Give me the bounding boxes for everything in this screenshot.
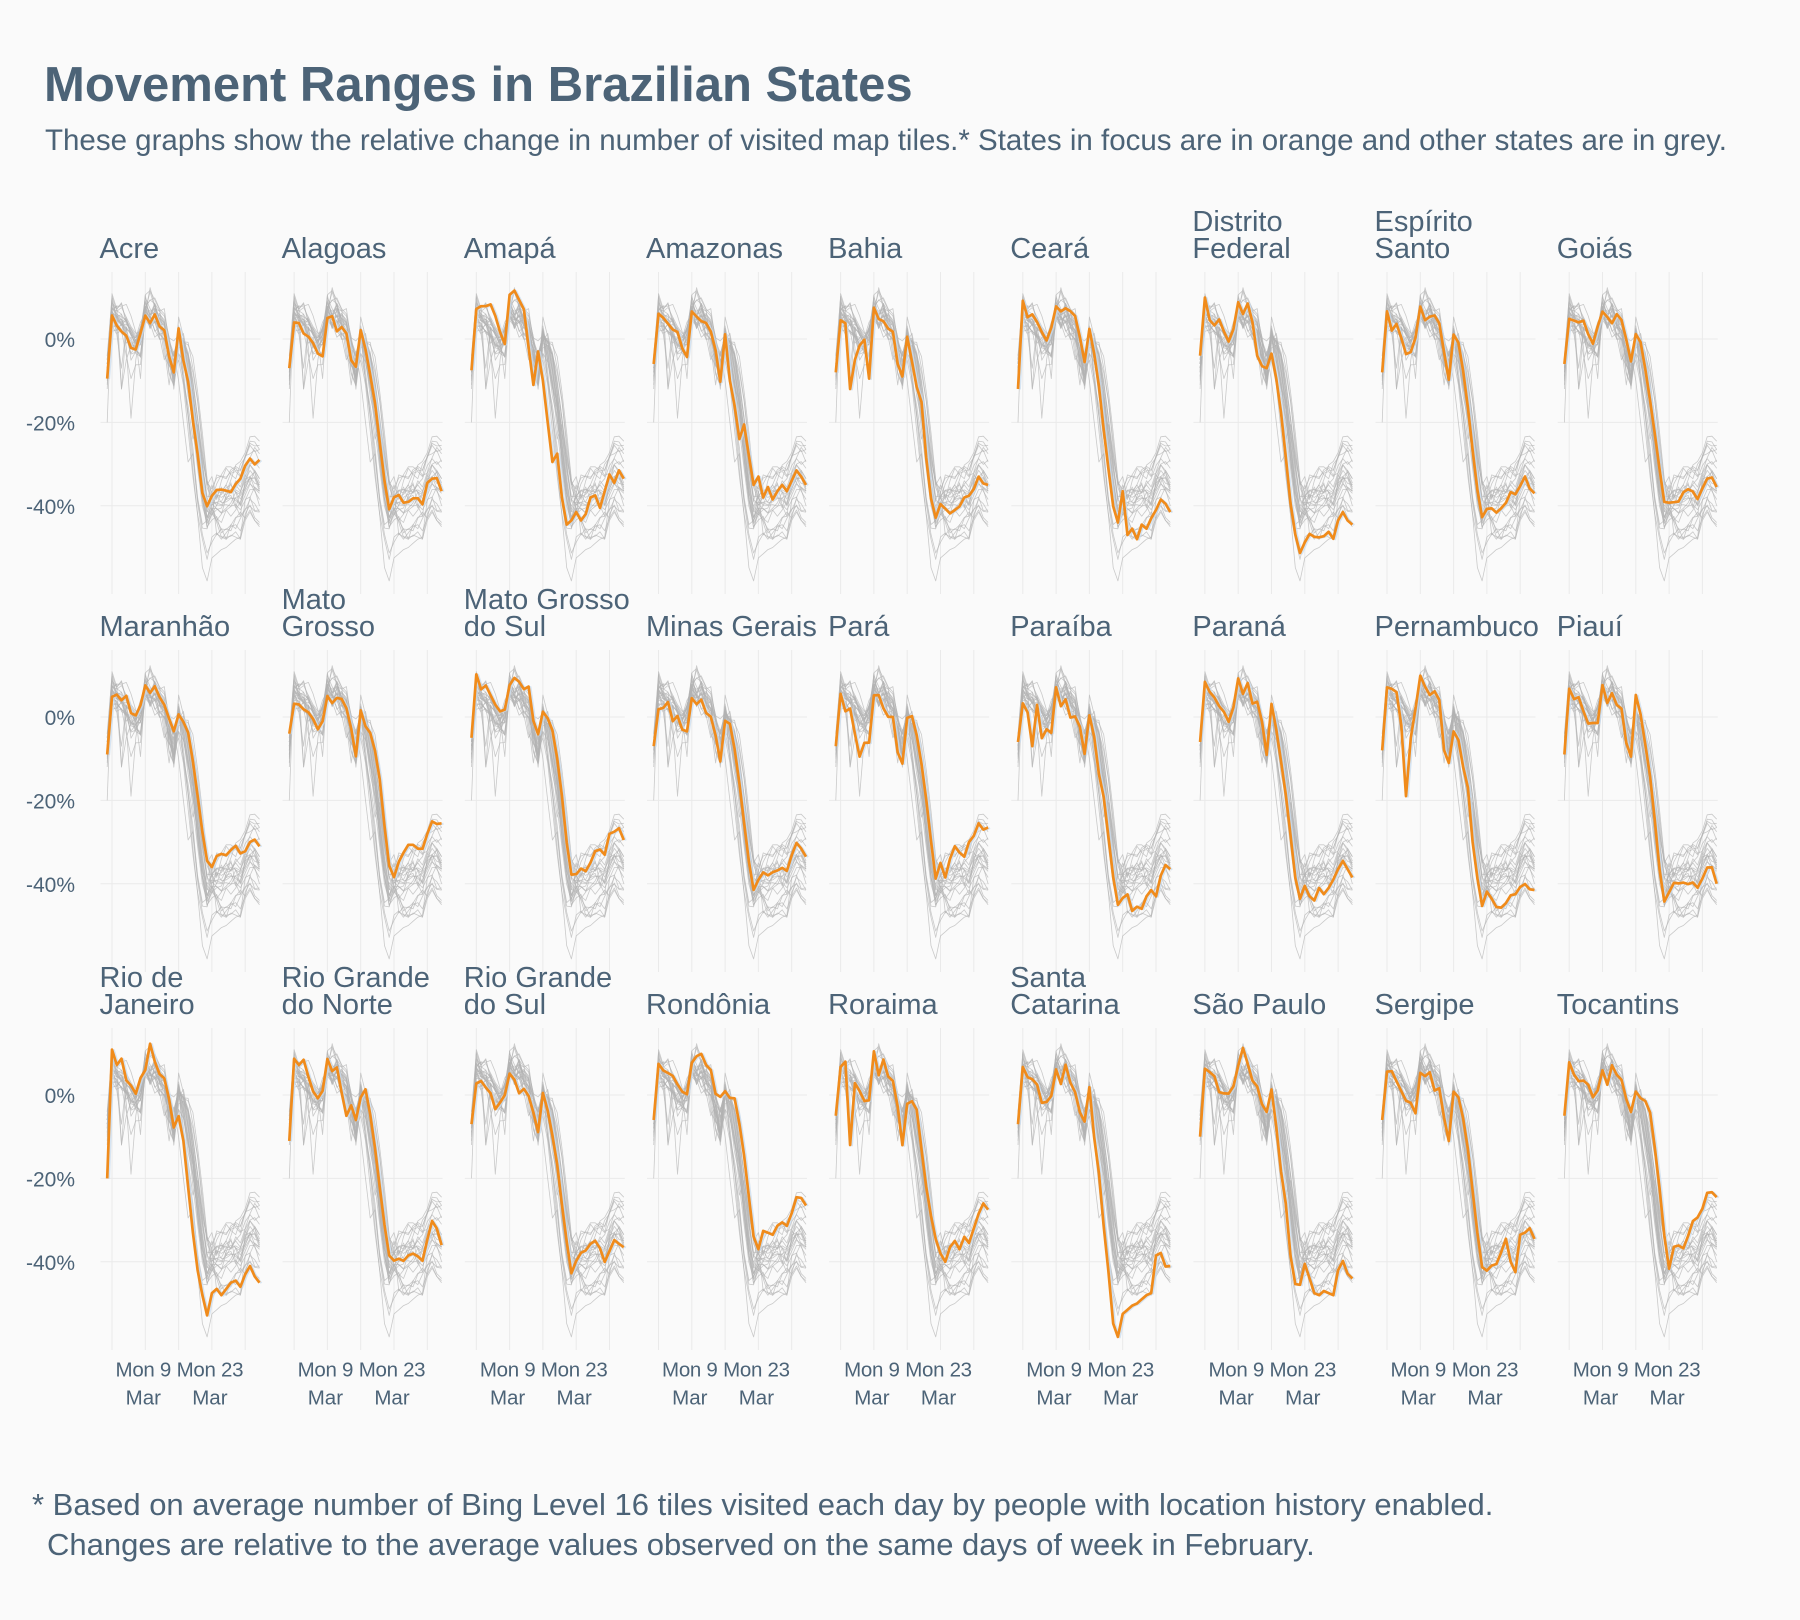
svg-text:Rondônia: Rondônia xyxy=(646,989,771,1021)
svg-text:Mon 23: Mon 23 xyxy=(177,1359,244,1382)
svg-text:Mar: Mar xyxy=(1649,1387,1684,1410)
svg-text:Mon 9: Mon 9 xyxy=(662,1359,717,1382)
svg-text:Mato: Mato xyxy=(282,584,346,616)
svg-text:These graphs show the relative: These graphs show the relative change in… xyxy=(45,124,1727,157)
svg-text:Pará: Pará xyxy=(828,611,890,643)
svg-text:-40%: -40% xyxy=(26,1252,75,1275)
svg-text:Tocantins: Tocantins xyxy=(1557,989,1680,1021)
svg-text:Mar: Mar xyxy=(308,1387,343,1410)
svg-text:Amapá: Amapá xyxy=(464,233,557,265)
svg-text:Mar: Mar xyxy=(1467,1387,1502,1410)
svg-text:Movement Ranges in Brazilian S: Movement Ranges in Brazilian States xyxy=(44,58,913,112)
svg-text:Mon 9: Mon 9 xyxy=(298,1359,353,1382)
svg-text:Grosso: Grosso xyxy=(282,611,375,643)
svg-text:0%: 0% xyxy=(45,329,75,352)
svg-text:* Based on average number of B: * Based on average number of Bing Level … xyxy=(32,1487,1493,1522)
svg-text:Sergipe: Sergipe xyxy=(1375,989,1475,1021)
svg-text:Mar: Mar xyxy=(739,1387,774,1410)
svg-text:Mar: Mar xyxy=(490,1387,525,1410)
svg-text:0%: 0% xyxy=(45,1085,75,1108)
svg-text:Paraná: Paraná xyxy=(1192,611,1286,643)
svg-text:Maranhão: Maranhão xyxy=(100,611,231,643)
svg-text:-20%: -20% xyxy=(26,1168,75,1191)
svg-text:Mon 23: Mon 23 xyxy=(1270,1359,1337,1382)
svg-text:Mar: Mar xyxy=(1285,1387,1320,1410)
svg-text:Mato Grosso: Mato Grosso xyxy=(464,584,630,616)
svg-text:Mon 23: Mon 23 xyxy=(541,1359,608,1382)
svg-text:Distrito: Distrito xyxy=(1192,206,1282,238)
svg-text:-20%: -20% xyxy=(26,790,75,813)
svg-text:Mon 9: Mon 9 xyxy=(1573,1359,1628,1382)
svg-text:Goiás: Goiás xyxy=(1557,233,1633,265)
svg-text:Mon 23: Mon 23 xyxy=(723,1359,790,1382)
svg-text:Pernambuco: Pernambuco xyxy=(1375,611,1539,643)
svg-text:Mon 23: Mon 23 xyxy=(1634,1359,1701,1382)
svg-text:Ceará: Ceará xyxy=(1010,233,1090,265)
svg-text:Mon 23: Mon 23 xyxy=(359,1359,426,1382)
svg-text:Mar: Mar xyxy=(1583,1387,1618,1410)
svg-text:0%: 0% xyxy=(45,707,75,730)
svg-text:Mar: Mar xyxy=(921,1387,956,1410)
svg-text:Mon 9: Mon 9 xyxy=(116,1359,171,1382)
svg-text:Mar: Mar xyxy=(1219,1387,1254,1410)
svg-text:Mar: Mar xyxy=(192,1387,227,1410)
svg-text:Minas Gerais: Minas Gerais xyxy=(646,611,817,643)
svg-text:-40%: -40% xyxy=(26,496,75,519)
svg-text:Mar: Mar xyxy=(1401,1387,1436,1410)
svg-text:do Norte: do Norte xyxy=(282,989,393,1021)
svg-text:Mon 9: Mon 9 xyxy=(1208,1359,1263,1382)
svg-text:do Sul: do Sul xyxy=(464,989,546,1021)
svg-text:Roraima: Roraima xyxy=(828,989,938,1021)
svg-text:Mon 23: Mon 23 xyxy=(905,1359,972,1382)
svg-text:Rio Grande: Rio Grande xyxy=(464,962,612,994)
svg-text:Paraíba: Paraíba xyxy=(1010,611,1112,643)
svg-text:Mon 23: Mon 23 xyxy=(1087,1359,1154,1382)
svg-text:Mar: Mar xyxy=(1036,1387,1071,1410)
svg-text:Changes are relative to the av: Changes are relative to the average valu… xyxy=(47,1527,1315,1562)
svg-text:Mon 9: Mon 9 xyxy=(844,1359,899,1382)
svg-text:Rio de: Rio de xyxy=(100,962,184,994)
svg-text:-40%: -40% xyxy=(26,874,75,897)
svg-text:Acre: Acre xyxy=(100,233,160,265)
svg-text:Catarina: Catarina xyxy=(1010,989,1120,1021)
svg-text:Mon 9: Mon 9 xyxy=(480,1359,535,1382)
svg-text:Mar: Mar xyxy=(374,1387,409,1410)
svg-text:São Paulo: São Paulo xyxy=(1192,989,1326,1021)
svg-text:Santo: Santo xyxy=(1375,233,1451,265)
svg-text:Mar: Mar xyxy=(854,1387,889,1410)
svg-text:Mon 23: Mon 23 xyxy=(1452,1359,1519,1382)
svg-text:Santa: Santa xyxy=(1010,962,1087,994)
svg-text:Mar: Mar xyxy=(672,1387,707,1410)
svg-text:Federal: Federal xyxy=(1192,233,1290,265)
svg-text:Piauí: Piauí xyxy=(1557,611,1623,643)
svg-text:Mar: Mar xyxy=(1103,1387,1138,1410)
svg-text:Alagoas: Alagoas xyxy=(282,233,387,265)
svg-text:Mon 9: Mon 9 xyxy=(1026,1359,1081,1382)
svg-text:Rio Grande: Rio Grande xyxy=(282,962,430,994)
svg-text:Bahia: Bahia xyxy=(828,233,903,265)
svg-text:Mon 9: Mon 9 xyxy=(1391,1359,1446,1382)
svg-text:Mar: Mar xyxy=(557,1387,592,1410)
svg-text:do Sul: do Sul xyxy=(464,611,546,643)
svg-text:Janeiro: Janeiro xyxy=(100,989,195,1021)
svg-text:Espírito: Espírito xyxy=(1375,206,1473,238)
svg-text:Amazonas: Amazonas xyxy=(646,233,783,265)
svg-text:-20%: -20% xyxy=(26,412,75,435)
svg-text:Mar: Mar xyxy=(126,1387,161,1410)
